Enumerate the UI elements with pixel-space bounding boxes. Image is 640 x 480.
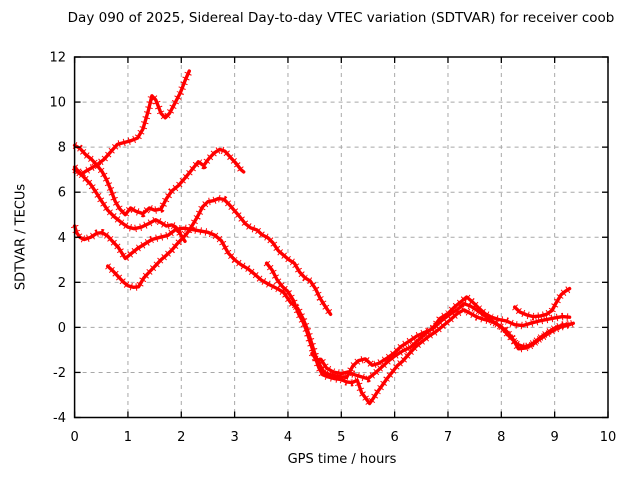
x-tick-label-1: 1 xyxy=(124,430,132,445)
x-tick-label-0: 0 xyxy=(70,430,78,445)
x-tick-label-10: 10 xyxy=(600,430,617,445)
x-tick-label-2: 2 xyxy=(177,430,185,445)
y-tick-label-0: 0 xyxy=(58,321,66,336)
x-tick-label-6: 6 xyxy=(390,430,398,445)
vtec-trace-5 xyxy=(105,196,333,316)
x-tick-label-5: 5 xyxy=(337,430,345,445)
x-tick-label-8: 8 xyxy=(497,430,505,445)
x-tick-label-7: 7 xyxy=(444,430,452,445)
vtec-trace-1 xyxy=(72,69,192,177)
y-tick-label-4: 4 xyxy=(58,231,66,246)
vtec-trace-2 xyxy=(72,143,246,217)
x-tick-label-4: 4 xyxy=(284,430,292,445)
y-tick-label-6: 6 xyxy=(58,186,66,201)
x-tick-label-3: 3 xyxy=(230,430,238,445)
y-tick-label--4: -4 xyxy=(53,411,66,426)
vtec-trace-3 xyxy=(72,165,187,244)
y-tick-label--2: -2 xyxy=(53,366,66,381)
vtec-trace-7-markers xyxy=(308,293,570,383)
vtec-trace-5-markers xyxy=(105,194,334,317)
vtec-trace-6 xyxy=(264,261,575,406)
vtec-trace-8 xyxy=(513,286,572,319)
vtec-trace-3-markers xyxy=(71,164,189,244)
vtec-trace-7 xyxy=(310,295,572,381)
y-tick-label-8: 8 xyxy=(58,141,66,156)
y-tick-label-12: 12 xyxy=(49,51,66,66)
x-tick-label-9: 9 xyxy=(551,430,559,445)
y-tick-label-10: 10 xyxy=(49,96,66,111)
y-tick-label-2: 2 xyxy=(58,276,66,291)
vtec-trace-2-markers xyxy=(72,142,247,219)
x-axis-label: GPS time / hours xyxy=(287,452,397,467)
chart-title: Day 090 of 2025, Sidereal Day-to-day VTE… xyxy=(67,10,615,26)
